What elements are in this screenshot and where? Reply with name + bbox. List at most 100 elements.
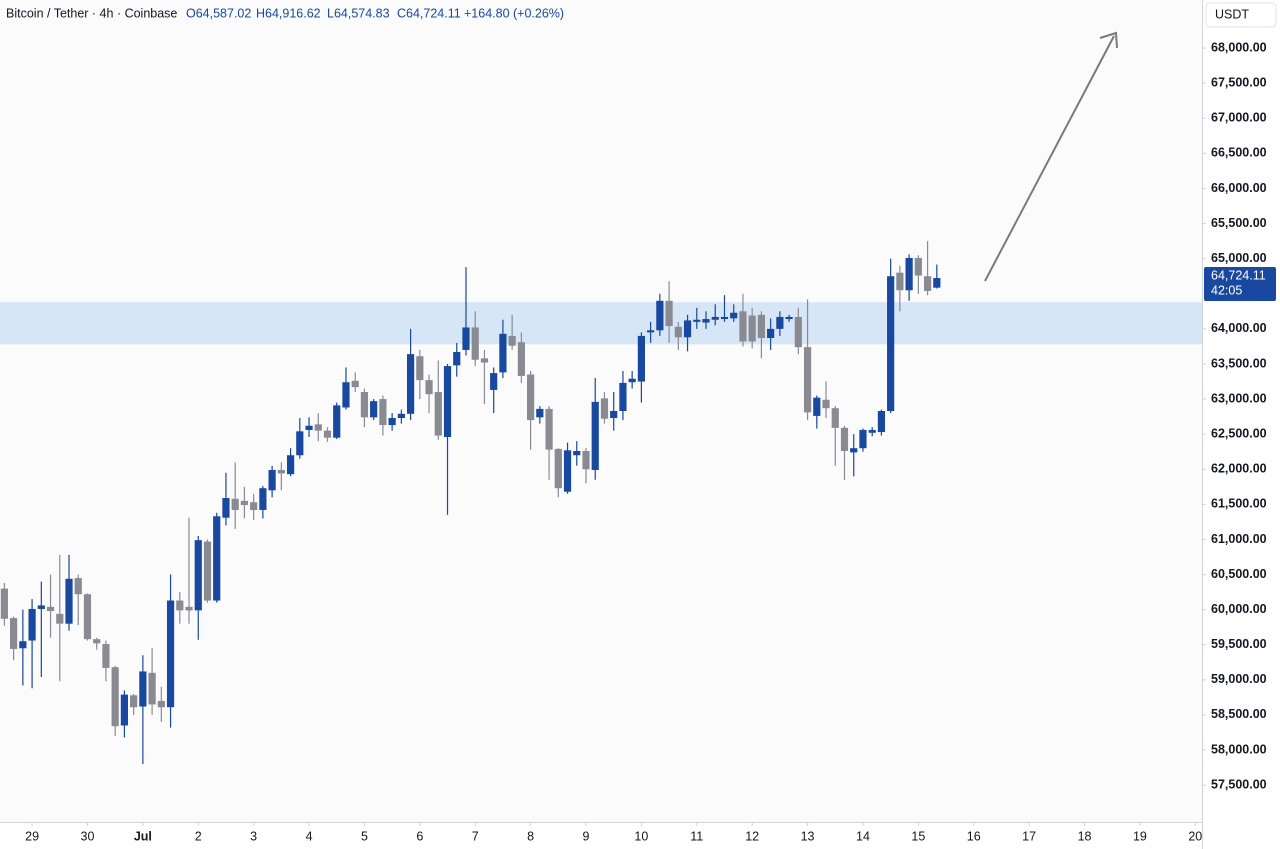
candle-body xyxy=(314,424,322,431)
candle-body xyxy=(563,450,572,492)
candle-body xyxy=(231,498,239,510)
candle-body xyxy=(887,276,895,411)
candle-body xyxy=(591,401,599,470)
y-tick-label: 66,000.00 xyxy=(1211,181,1267,195)
y-tick-label: 61,000.00 xyxy=(1211,532,1267,546)
candle-body xyxy=(268,469,276,491)
candle-body xyxy=(665,300,673,327)
annotation-arrow xyxy=(984,35,1115,282)
candle-body xyxy=(739,311,747,342)
candle-body xyxy=(286,455,295,475)
ohlc-low: L64,574.83 xyxy=(327,6,390,20)
candle-body xyxy=(139,671,147,707)
x-tick-label: 9 xyxy=(583,829,590,843)
y-tick-label: 57,500.00 xyxy=(1211,777,1267,791)
countdown-label: 42:05 xyxy=(1211,283,1242,297)
candle-body xyxy=(259,488,267,510)
candle-body xyxy=(111,667,119,727)
x-tick-label: Jul xyxy=(134,829,152,843)
candle-body xyxy=(803,347,812,413)
axis-layer: 57,500.00 58,000.00 58,500.00 59,000.00 59,5… xyxy=(25,40,1276,843)
candle-body xyxy=(877,411,886,433)
y-tick-label: 63,500.00 xyxy=(1211,356,1267,370)
y-tick-label: 65,000.00 xyxy=(1211,251,1267,265)
candle-body xyxy=(388,418,396,426)
currency-button[interactable] xyxy=(1205,2,1277,28)
candle-body xyxy=(10,618,18,649)
y-tick-label: 60,000.00 xyxy=(1211,602,1267,616)
candle-body xyxy=(462,327,470,350)
candle-body xyxy=(674,326,682,338)
candle-body xyxy=(637,335,645,382)
last-price-label: 64,724.11 xyxy=(1211,268,1266,282)
candle-body xyxy=(683,320,692,338)
candle-body xyxy=(203,541,212,601)
x-tick-label: 18 xyxy=(1078,829,1092,843)
x-tick-label: 19 xyxy=(1133,829,1147,843)
x-tick-label: 16 xyxy=(967,829,981,843)
candle-body xyxy=(83,594,92,640)
x-tick-label: 15 xyxy=(911,829,925,843)
y-tick-label: 58,500.00 xyxy=(1211,707,1267,721)
x-tick-label: 2 xyxy=(195,829,202,843)
candle-body xyxy=(28,608,36,641)
candle-body xyxy=(148,672,156,705)
candle-body xyxy=(923,276,932,291)
ohlc-change: +164.80 (+0.26%) xyxy=(464,6,564,20)
candle-body xyxy=(619,382,627,411)
candle-body xyxy=(573,451,581,456)
candle-body xyxy=(406,354,415,414)
candle-body xyxy=(767,328,775,338)
candle-body xyxy=(822,399,830,409)
y-tick-label: 62,500.00 xyxy=(1211,426,1267,440)
candle-body xyxy=(157,700,165,708)
candle-body xyxy=(416,356,424,381)
ohlc-legend: O64,587.02 H64,916.62 L64,574.83 C64,724… xyxy=(186,6,564,20)
candle-body xyxy=(914,257,922,276)
ohlc-open: O64,587.02 xyxy=(186,6,251,20)
candle-body xyxy=(130,695,138,708)
candle-body xyxy=(296,431,304,456)
candle-body xyxy=(702,319,710,323)
x-tick-label: 29 xyxy=(25,829,39,843)
candle-body xyxy=(850,448,858,453)
candle-body xyxy=(628,378,636,383)
candle-body xyxy=(896,272,904,291)
candle-body xyxy=(342,382,350,408)
candle-body xyxy=(194,540,202,611)
y-tick-label: 60,500.00 xyxy=(1211,567,1267,581)
candle-body xyxy=(102,644,110,668)
candle-body xyxy=(831,408,839,428)
currency-label[interactable]: USDT xyxy=(1215,7,1249,21)
candle-body xyxy=(166,600,175,708)
annotation-arrow-head xyxy=(1099,31,1118,49)
candle-body xyxy=(323,430,332,438)
candle-body xyxy=(443,366,452,437)
candle-body xyxy=(840,427,849,452)
x-tick-label: 5 xyxy=(361,829,368,843)
y-tick-label: 67,500.00 xyxy=(1211,75,1267,89)
x-tick-label: 12 xyxy=(745,829,759,843)
y-tick-label: 66,500.00 xyxy=(1211,146,1267,160)
candle-body xyxy=(480,358,489,363)
x-tick-label: 4 xyxy=(306,829,313,843)
candle-body xyxy=(868,429,876,433)
candle-body xyxy=(776,316,784,329)
candle-body xyxy=(536,408,544,418)
candle-body xyxy=(757,314,766,338)
candle-body xyxy=(213,516,221,601)
x-tick-label: 6 xyxy=(416,829,423,843)
candle-body xyxy=(527,374,535,421)
candle-body xyxy=(656,300,664,331)
candle-body xyxy=(46,606,55,612)
candle-body xyxy=(600,398,609,419)
candle-body xyxy=(517,342,525,376)
x-tick-label: 13 xyxy=(801,829,815,843)
candle-body xyxy=(545,408,553,450)
candle-body xyxy=(74,578,82,595)
candle-body xyxy=(905,257,913,291)
candle-body xyxy=(185,606,193,611)
candle-body xyxy=(37,605,45,609)
